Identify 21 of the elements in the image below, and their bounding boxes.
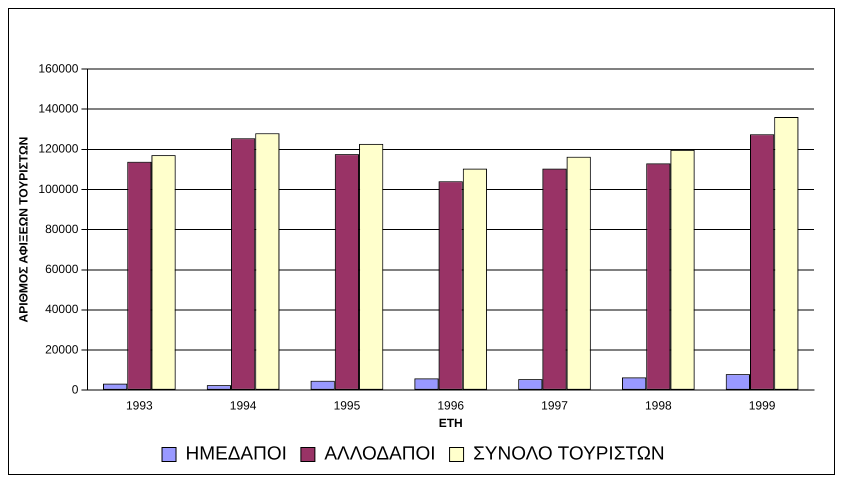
x-tick-label: 1996: [437, 398, 464, 413]
x-axis-title: ΕΤΗ: [438, 416, 463, 430]
x-tick-label: 1998: [644, 398, 672, 413]
x-tick-label: 1997: [541, 398, 568, 413]
y-tick-label: 100000: [38, 182, 79, 196]
legend-label: ΑΛΛΟΔΑΠΟΙ: [324, 444, 436, 465]
y-tick-label: 40000: [45, 302, 79, 316]
legend-label: ΣΥΝΟΛΟ ΤΟΥΡΙΣΤΩΝ: [473, 444, 665, 465]
y-tick-label: 80000: [45, 222, 79, 236]
y-tick-label: 140000: [38, 101, 79, 116]
y-tick-label: 60000: [45, 262, 79, 276]
x-tick-label: 1995: [334, 398, 361, 413]
x-tick-label: 1993: [126, 398, 154, 413]
y-tick-label: 120000: [38, 142, 79, 156]
y-axis-title: ΑΡΙΘΜΟΣ ΑΦΙΞΕΩΝ ΤΟΥΡΙΣΤΩΝ: [16, 136, 31, 322]
y-tick-label: 160000: [38, 61, 79, 76]
y-tick-label: 0: [72, 382, 79, 397]
y-tick-label: 20000: [45, 342, 79, 356]
x-tick-label: 1999: [748, 398, 776, 413]
x-tick-label: 1994: [230, 398, 257, 413]
legend-label: ΗΜΕΔΑΠΟΙ: [186, 444, 287, 465]
